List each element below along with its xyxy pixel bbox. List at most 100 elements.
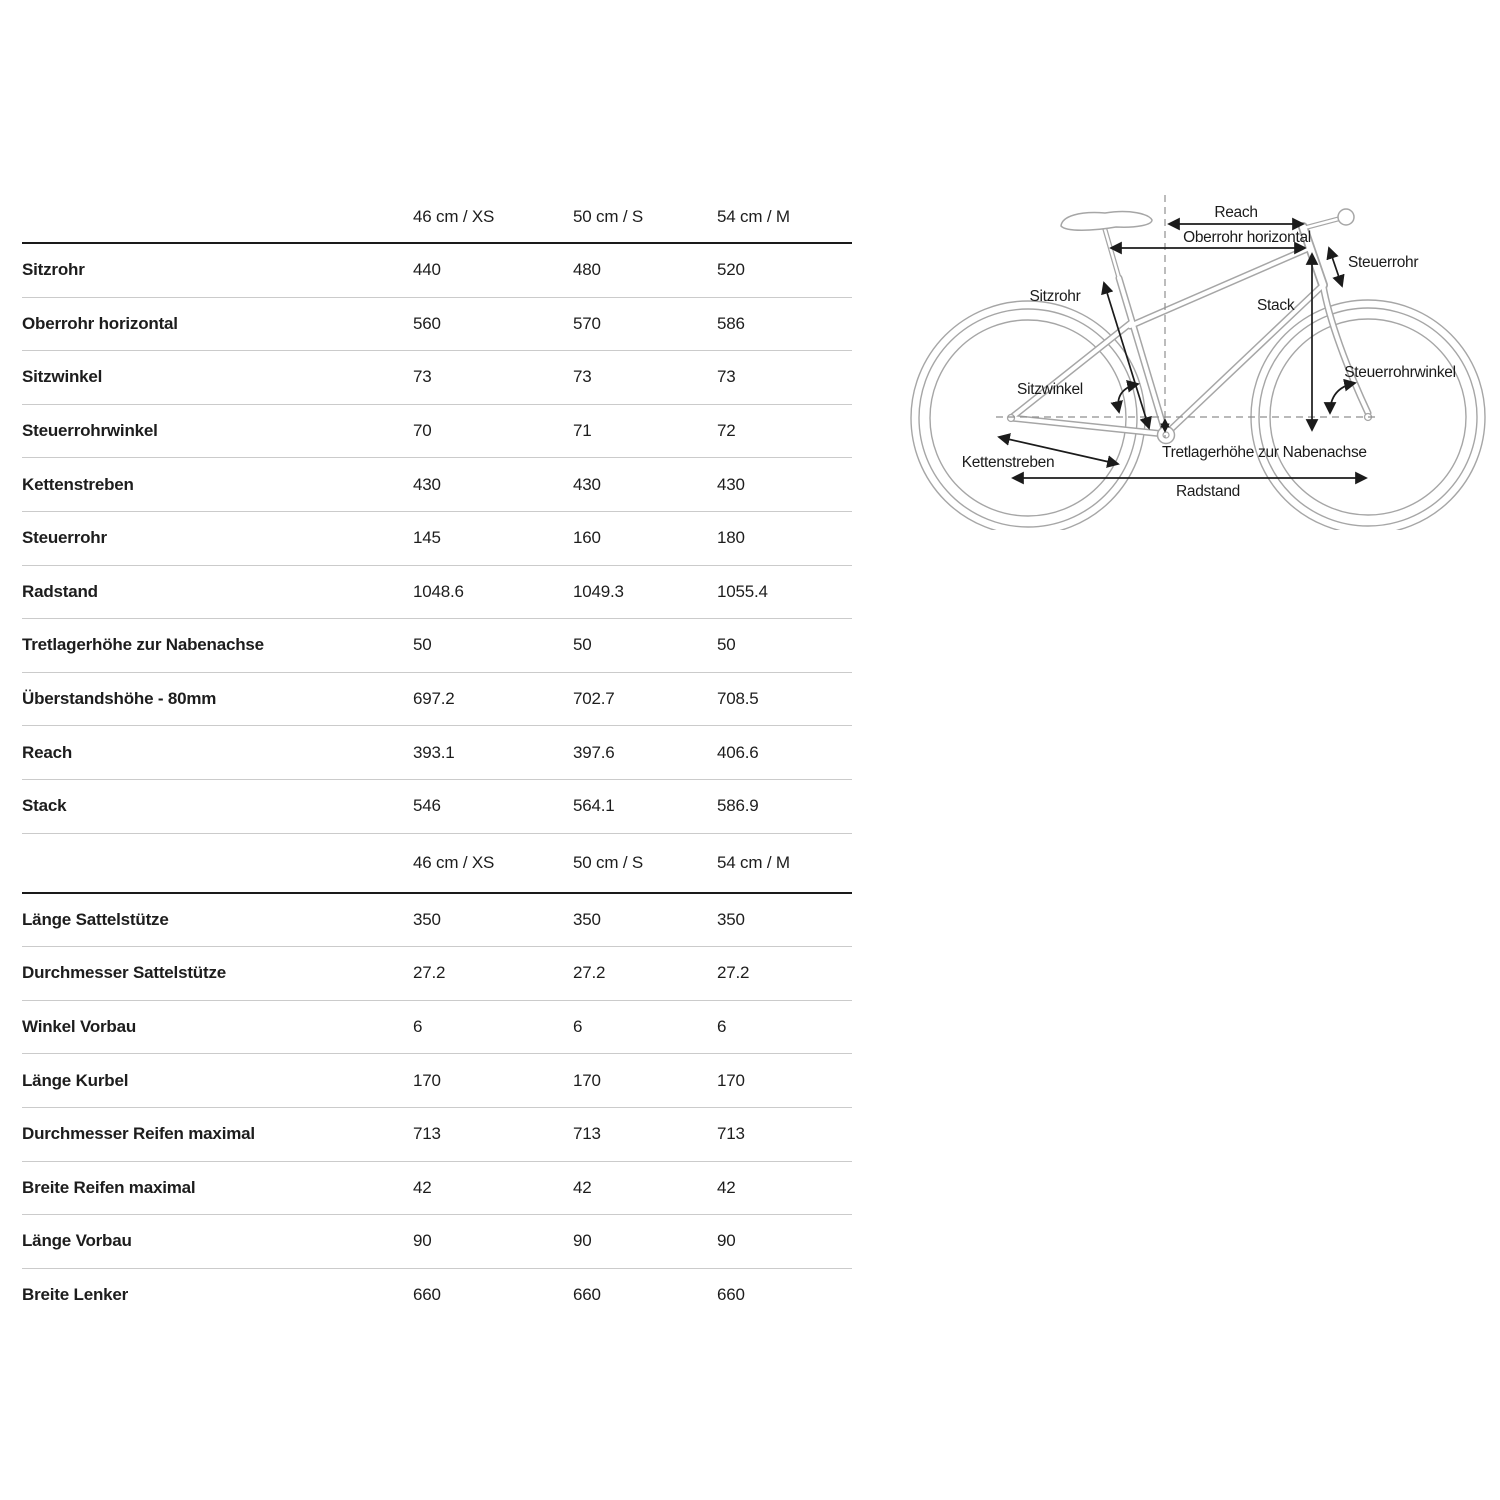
saddle <box>1060 210 1153 231</box>
header-spacer <box>22 834 413 893</box>
column-header: 50 cm / S <box>573 207 644 226</box>
table-row: Reach 393.1 397.6 406.6 <box>22 726 852 780</box>
value-cell: 713 <box>413 1124 441 1144</box>
value-cell: 708.5 <box>717 689 759 709</box>
value-cell: 170 <box>717 1070 745 1090</box>
sitzrohr-arrow <box>1101 281 1152 430</box>
table-row: Tretlagerhöhe zur Nabenachse 50 50 50 <box>22 619 852 673</box>
value-cell: 697.2 <box>413 689 455 709</box>
value-cell: 1049.3 <box>573 581 624 601</box>
diagram-labels: Reach Oberrohr horizontal Steuerrohr Sit… <box>962 204 1456 500</box>
row-label: Radstand <box>22 581 98 601</box>
value-cell: 50 <box>413 635 432 655</box>
kettenstreben-arrow <box>997 433 1120 468</box>
header-row: 46 cm / XS 50 cm / S 54 cm / M <box>22 834 852 893</box>
diagram-label-sitzwinkel: Sitzwinkel <box>1017 381 1083 398</box>
row-label: Länge Kurbel <box>22 1070 129 1090</box>
row-label: Sitzrohr <box>22 260 85 280</box>
value-cell: 713 <box>573 1124 601 1144</box>
row-label: Breite Reifen maximal <box>22 1177 196 1197</box>
value-cell: 170 <box>573 1070 601 1090</box>
row-label: Winkel Vorbau <box>22 1017 137 1037</box>
value-cell: 430 <box>413 474 441 494</box>
value-cell: 27.2 <box>413 963 446 983</box>
value-cell: 430 <box>573 474 601 494</box>
diagram-label-oberrohr: Oberrohr horizontal <box>1183 229 1311 246</box>
rear-dropout <box>1006 413 1016 423</box>
row-label: Tretlagerhöhe zur Nabenachse <box>22 635 264 655</box>
value-cell: 713 <box>717 1124 745 1144</box>
value-cell: 145 <box>413 528 441 548</box>
row-label: Überstandshöhe - 80mm <box>22 689 217 709</box>
value-cell: 73 <box>413 367 432 387</box>
column-header: 46 cm / XS <box>413 207 495 226</box>
value-cell: 90 <box>717 1231 736 1251</box>
value-cell: 546 <box>413 796 441 816</box>
table-row: Durchmesser Reifen maximal 713 713 713 <box>22 1107 852 1161</box>
value-cell: 50 <box>717 635 736 655</box>
row-label: Sitzwinkel <box>22 367 103 387</box>
value-cell: 170 <box>413 1070 441 1090</box>
header-spacer <box>22 192 413 243</box>
value-cell: 440 <box>413 260 441 280</box>
value-cell: 90 <box>413 1231 432 1251</box>
row-label: Breite Lenker <box>22 1284 129 1304</box>
row-label: Reach <box>22 742 73 762</box>
value-cell: 50 <box>573 635 592 655</box>
value-cell: 90 <box>573 1231 592 1251</box>
row-label: Durchmesser Reifen maximal <box>22 1124 255 1144</box>
diagram-label-tretlagerhoehe: Tretlagerhöhe zur Nabenachse <box>1162 444 1367 461</box>
row-label: Steuerrohrwinkel <box>22 421 158 441</box>
table-row: Winkel Vorbau 6 6 6 <box>22 1000 852 1054</box>
diagram-label-sitzrohr: Sitzrohr <box>1029 288 1080 305</box>
column-header: 50 cm / S <box>573 852 644 872</box>
table-row: Länge Sattelstütze 350 350 350 <box>22 893 852 947</box>
table-row: Oberrohr horizontal 560 570 586 <box>22 297 852 351</box>
value-cell: 702.7 <box>573 689 615 709</box>
value-cell: 72 <box>717 421 736 441</box>
row-label: Stack <box>22 796 67 816</box>
table-row: Stack 546 564.1 586.9 <box>22 779 852 834</box>
table-row: Breite Lenker 660 660 660 <box>22 1268 852 1321</box>
row-label: Oberrohr horizontal <box>22 313 178 333</box>
value-cell: 70 <box>413 421 432 441</box>
value-cell: 27.2 <box>717 963 750 983</box>
table-row: Steuerrohrwinkel 70 71 72 <box>22 404 852 458</box>
table-row: Sitzwinkel 73 73 73 <box>22 351 852 405</box>
value-cell: 42 <box>717 1177 736 1197</box>
bottom-bracket <box>1156 425 1176 445</box>
value-cell: 560 <box>413 313 441 333</box>
value-cell: 350 <box>413 909 441 929</box>
measurement-arrows <box>997 217 1368 485</box>
value-cell: 6 <box>413 1017 423 1037</box>
value-cell: 393.1 <box>413 742 455 762</box>
value-cell: 564.1 <box>573 796 615 816</box>
row-label: Durchmesser Sattelstütze <box>22 963 226 983</box>
value-cell: 430 <box>717 474 745 494</box>
value-cell: 73 <box>573 367 592 387</box>
table-row: Länge Vorbau 90 90 90 <box>22 1215 852 1269</box>
value-cell: 397.6 <box>573 742 615 762</box>
column-header: 54 cm / M <box>717 852 790 872</box>
value-cell: 6 <box>717 1017 727 1037</box>
sitzwinkel-arc <box>1110 379 1140 414</box>
table-row: Kettenstreben 430 430 430 <box>22 458 852 512</box>
spec-tables: 46 cm / XS 50 cm / S 54 cm / M Sitzrohr 440 4… <box>22 192 852 1321</box>
row-label: Länge Vorbau <box>22 1231 132 1251</box>
components-table: 46 cm / XS 50 cm / S 54 cm / M Länge Sattel… <box>22 834 852 1322</box>
value-cell: 586.9 <box>717 796 759 816</box>
value-cell: 42 <box>573 1177 592 1197</box>
table-row: Überstandshöhe - 80mm 697.2 702.7 708.5 <box>22 672 852 726</box>
table-row: Durchmesser Sattelstütze 27.2 27.2 27.2 <box>22 947 852 1001</box>
value-cell: 27.2 <box>573 963 606 983</box>
column-header: 54 cm / M <box>717 207 790 226</box>
value-cell: 586 <box>717 313 745 333</box>
row-label: Länge Sattelstütze <box>22 909 169 929</box>
value-cell: 42 <box>413 1177 432 1197</box>
table-row: Länge Kurbel 170 170 170 <box>22 1054 852 1108</box>
row-label: Steuerrohr <box>22 528 107 548</box>
value-cell: 73 <box>717 367 736 387</box>
handlebar-grip <box>1337 208 1355 226</box>
value-cell: 1055.4 <box>717 581 768 601</box>
